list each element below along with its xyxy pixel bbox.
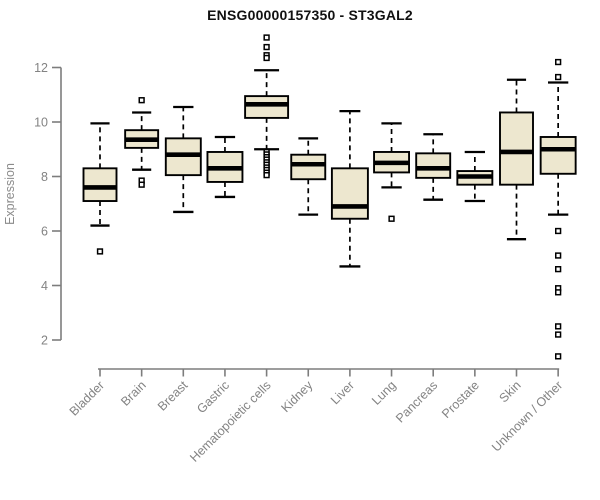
x-tick-label-gastric: Gastric	[194, 378, 232, 416]
box-kidney	[290, 137, 327, 216]
iqr-box	[244, 95, 290, 119]
x-tick-label-breast: Breast	[155, 378, 191, 414]
outlier-point	[263, 54, 270, 62]
box-breast	[164, 105, 202, 214]
box-liver	[330, 109, 369, 268]
y-tick-label: 8	[41, 170, 48, 184]
box-skin	[499, 78, 534, 241]
outlier-point	[138, 181, 145, 188]
box-gastric	[206, 135, 244, 199]
y-tick-label: 12	[34, 61, 48, 75]
chart-title: ENSG00000157350 - ST3GAL2	[207, 7, 413, 23]
outlier-point	[138, 97, 145, 104]
box-prostate	[456, 150, 494, 203]
outlier-point	[555, 252, 562, 259]
outlier-point	[555, 289, 562, 296]
x-tick-label-brain: Brain	[118, 378, 149, 409]
iqr-box	[82, 167, 118, 202]
x-tick-label-skin: Skin	[497, 378, 524, 405]
outlier-point	[555, 323, 562, 330]
outlier-point	[555, 266, 562, 273]
iqr-box	[290, 153, 327, 181]
x-tick-label-bladder: Bladder	[67, 378, 107, 418]
outlier-point	[555, 227, 562, 235]
x-tick-label-kidney: Kidney	[278, 378, 315, 415]
x-tick-label-prostate: Prostate	[439, 378, 482, 421]
box-bladder	[82, 122, 118, 255]
iqr-box	[330, 167, 369, 220]
y-axis: 2 4 6 8 10 12	[34, 61, 62, 348]
outlier-point	[555, 331, 562, 338]
y-tick-label: 10	[34, 116, 48, 130]
y-tick-label: 4	[41, 279, 48, 293]
y-tick-label: 2	[41, 334, 48, 348]
outlier-point	[96, 248, 104, 255]
box-lung	[373, 122, 410, 222]
outlier-point	[263, 43, 270, 51]
outlier-point	[263, 34, 270, 41]
box-brain	[124, 97, 160, 188]
outlier-point	[555, 58, 562, 66]
outlier-point	[263, 171, 270, 179]
x-tick-label-hematopoietic-cells: Hematopoietic cells	[187, 378, 274, 465]
x-tick-label-pancreas: Pancreas	[393, 378, 440, 425]
box-unknown-other	[539, 58, 577, 360]
iqr-box	[415, 152, 452, 179]
x-tick-label-liver: Liver	[328, 378, 357, 407]
outlier-point	[555, 73, 562, 81]
iqr-box	[499, 111, 534, 186]
outlier-point	[555, 353, 562, 360]
iqr-box	[539, 136, 577, 175]
x-tick-label-unknown-other: Unknown / Other	[489, 378, 565, 454]
y-tick-label: 6	[41, 225, 48, 239]
box-pancreas	[415, 133, 452, 201]
box-hematopoietic-cells	[244, 34, 290, 179]
outlier-point	[388, 215, 395, 222]
x-tick-label-lung: Lung	[369, 378, 399, 408]
